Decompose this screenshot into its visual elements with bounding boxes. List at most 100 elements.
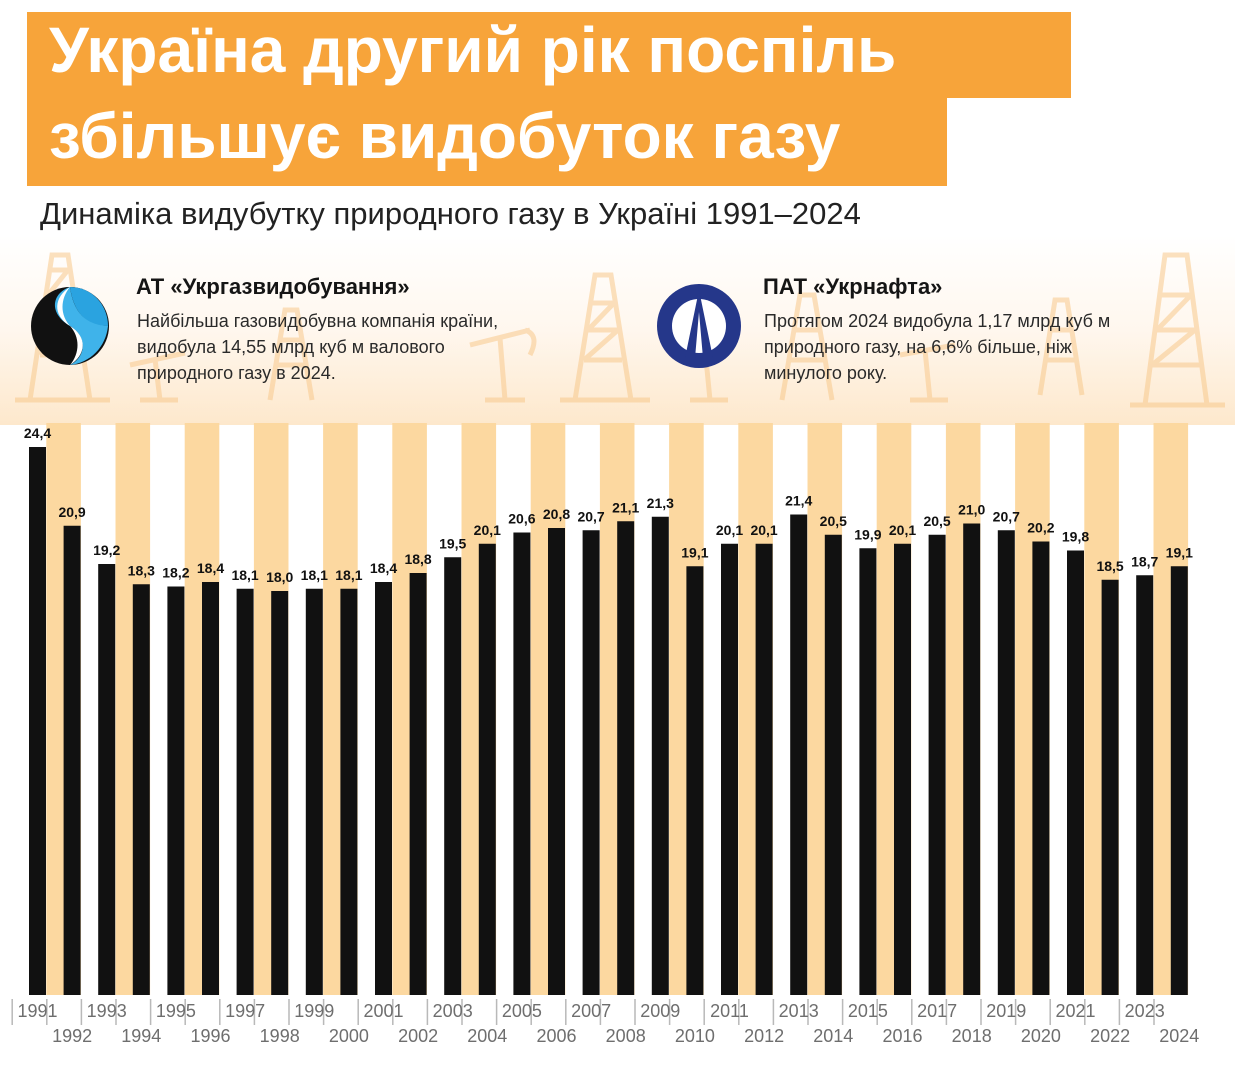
year-label-2007: 2007 — [571, 1001, 611, 1021]
year-label-1995: 1995 — [156, 1001, 196, 1021]
year-label-2005: 2005 — [502, 1001, 542, 1021]
ukrnafta-logo-icon — [657, 284, 741, 368]
year-label-2017: 2017 — [917, 1001, 957, 1021]
value-label: 20,1 — [716, 522, 743, 538]
bar-2011 — [721, 543, 738, 995]
bar-2021 — [1067, 550, 1084, 995]
value-label: 19,2 — [93, 542, 120, 558]
bar-2016 — [894, 543, 911, 995]
oil-rig-icon — [560, 272, 650, 403]
value-label: 18,1 — [301, 567, 328, 583]
year-label-2010: 2010 — [675, 1026, 715, 1046]
value-label: 20,8 — [543, 506, 570, 522]
value-label: 21,3 — [647, 495, 674, 511]
bar-2004 — [478, 543, 496, 995]
year-label-2019: 2019 — [986, 1001, 1026, 1021]
oil-rig-icon — [1037, 297, 1085, 396]
year-label-1996: 1996 — [190, 1026, 230, 1046]
value-label: 20,5 — [923, 513, 950, 529]
year-label-1994: 1994 — [121, 1026, 161, 1046]
oil-rig-icon — [779, 292, 835, 401]
value-label: 20,1 — [889, 522, 916, 538]
bar-2017 — [928, 534, 946, 995]
value-label: 18,4 — [370, 560, 397, 576]
year-label-1991: 1991 — [17, 1001, 57, 1021]
value-label: 18,7 — [1131, 553, 1158, 569]
value-label: 18,4 — [197, 560, 224, 576]
year-label-1992: 1992 — [52, 1026, 92, 1046]
oil-rig-icon — [1130, 252, 1225, 408]
bar-2020 — [1032, 541, 1050, 995]
title-line-1: Україна другий рік поспіль — [27, 12, 1071, 98]
value-label: 19,1 — [1166, 544, 1193, 560]
year-label-2015: 2015 — [848, 1001, 888, 1021]
bar-2023 — [1136, 575, 1154, 995]
value-label: 21,1 — [612, 499, 639, 515]
bar-2012 — [755, 543, 773, 995]
bar-2007 — [582, 530, 600, 995]
year-label-1998: 1998 — [260, 1026, 300, 1046]
bar-2010 — [686, 566, 704, 995]
company-description-ukrnafta: Протягом 2024 видобула 1,17 млрд куб м п… — [764, 311, 1111, 383]
year-label-2020: 2020 — [1021, 1026, 1061, 1046]
bar-1993 — [98, 564, 116, 995]
year-label-2018: 2018 — [952, 1026, 992, 1046]
company-name-ukrgasvydobuvannya: АТ «Укргазвидобування» — [136, 274, 410, 299]
bar-2000 — [340, 588, 358, 995]
bar-2015 — [859, 548, 877, 995]
value-label: 20,6 — [508, 511, 535, 527]
year-label-2011: 2011 — [710, 1001, 749, 1021]
year-label-2009: 2009 — [640, 1001, 680, 1021]
title-line-2: збільшує видобуток газу — [27, 98, 947, 186]
bar-1992 — [63, 525, 81, 995]
year-label-2016: 2016 — [882, 1026, 922, 1046]
value-label: 20,1 — [750, 522, 777, 538]
value-label: 18,0 — [266, 569, 293, 585]
value-label: 20,1 — [474, 522, 501, 538]
bar-2008 — [617, 521, 635, 995]
company-description-ukrgasvydobuvannya: Найбільша газовидобувна компанія країни,… — [137, 311, 499, 383]
bar-2009 — [651, 516, 669, 995]
year-label-2022: 2022 — [1090, 1026, 1130, 1046]
year-label-1997: 1997 — [225, 1001, 265, 1021]
pumpjack-icon — [129, 350, 186, 403]
value-label: 18,8 — [404, 551, 431, 567]
bar-2018 — [963, 523, 981, 995]
year-label-2004: 2004 — [467, 1026, 507, 1046]
bar-2022 — [1101, 579, 1119, 995]
year-label-2003: 2003 — [433, 1001, 473, 1021]
bar-1997 — [236, 588, 254, 995]
value-label: 20,5 — [820, 513, 847, 529]
year-label-2023: 2023 — [1125, 1001, 1165, 1021]
value-label: 18,3 — [128, 562, 155, 578]
year-label-2021: 2021 — [1055, 1001, 1095, 1021]
year-label-2014: 2014 — [813, 1026, 853, 1046]
year-label-2000: 2000 — [329, 1026, 369, 1046]
value-label: 19,1 — [681, 544, 708, 560]
bar-2019 — [997, 530, 1015, 995]
value-label: 19,9 — [854, 526, 881, 542]
ukrgasvydobuvannya-logo-icon — [31, 287, 109, 365]
year-label-1999: 1999 — [294, 1001, 334, 1021]
value-label: 20,7 — [577, 508, 604, 524]
year-label-1993: 1993 — [87, 1001, 127, 1021]
value-label: 18,1 — [335, 567, 362, 583]
gas-production-bar-chart: 24,4 20,9 19,2 18,3 18,2 18,4 18,1 18,0 18,1 18,1… — [11, 423, 1199, 1046]
value-label: 19,5 — [439, 535, 466, 551]
bar-2005 — [513, 532, 531, 995]
year-label-2008: 2008 — [606, 1026, 646, 1046]
bar-2024 — [1170, 566, 1188, 995]
bar-2002 — [409, 573, 427, 995]
value-label: 18,2 — [162, 565, 189, 581]
oil-rig-icon — [267, 307, 315, 401]
bar-1995 — [167, 586, 185, 995]
value-label: 18,1 — [231, 567, 258, 583]
company-name-ukrnafta: ПАТ «Укрнафта» — [763, 274, 943, 299]
year-label-2013: 2013 — [779, 1001, 819, 1021]
value-label: 21,4 — [785, 493, 812, 509]
bar-2006 — [548, 528, 565, 995]
year-label-2002: 2002 — [398, 1026, 438, 1046]
value-label: 21,0 — [958, 502, 985, 518]
bar-1994 — [132, 584, 150, 995]
chart-subtitle: Динаміка видубутку природного газу в Укр… — [40, 196, 861, 231]
